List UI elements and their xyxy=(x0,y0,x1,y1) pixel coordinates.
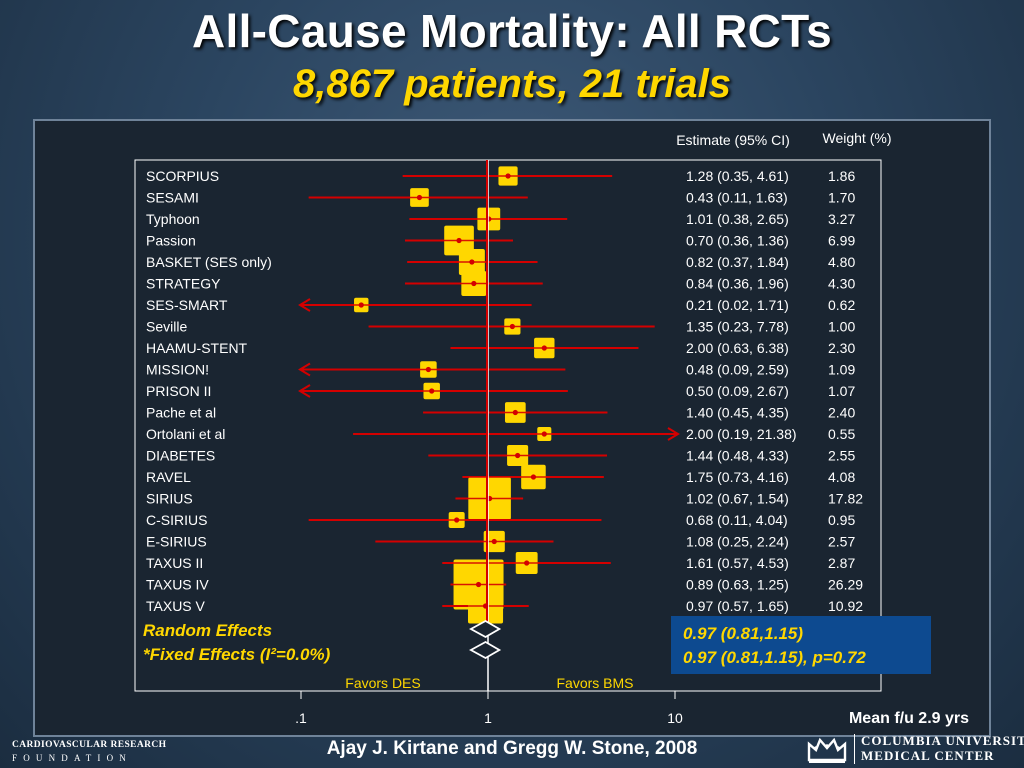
study-estimate: 1.61 (0.57, 4.53) xyxy=(686,555,789,571)
study-name: SCORPIUS xyxy=(146,168,219,184)
favors-des-label: Favors DES xyxy=(345,675,420,691)
study-name: DIABETES xyxy=(146,448,215,464)
study-name: BASKET (SES only) xyxy=(146,254,272,270)
study-name: C-SIRIUS xyxy=(146,512,207,528)
slide-title: All-Cause Mortality: All RCTs xyxy=(192,5,832,57)
study-weight: 1.09 xyxy=(828,362,855,378)
study-name: HAAMU-STENT xyxy=(146,340,248,356)
fixed-effects-label: *Fixed Effects (I²=0.0%) xyxy=(143,645,331,664)
crf-logo: CARDIOVASCULAR RESEARCH FOUNDATION xyxy=(12,740,166,763)
study-estimate: 0.50 (0.09, 2.67) xyxy=(686,383,789,399)
study-estimate: 0.89 (0.63, 1.25) xyxy=(686,577,789,593)
study-weight: 1.00 xyxy=(828,319,855,335)
study-estimate: 1.08 (0.25, 2.24) xyxy=(686,534,789,550)
slide-subtitle: 8,867 patients, 21 trials xyxy=(292,62,731,106)
study-weight: 3.27 xyxy=(828,211,855,227)
study-marks xyxy=(298,166,680,624)
pooled-diamond xyxy=(469,619,502,639)
study-weight: 2.57 xyxy=(828,534,855,550)
study-name: Typhoon xyxy=(146,211,200,227)
study-estimate: 1.01 (0.38, 2.65) xyxy=(686,211,789,227)
study-estimate: 2.00 (0.19, 21.38) xyxy=(686,426,797,442)
study-weight: 4.30 xyxy=(828,276,855,292)
study-weight: 4.08 xyxy=(828,469,855,485)
plot-frame xyxy=(134,159,882,692)
crown-icon xyxy=(807,737,847,763)
study-name: Ortolani et al xyxy=(146,426,225,442)
x-tick-label: .1 xyxy=(295,710,307,726)
study-weight: 1.07 xyxy=(828,383,855,399)
study-weight: 0.62 xyxy=(828,297,855,313)
study-estimate: 0.43 (0.11, 1.63) xyxy=(686,190,788,206)
study-estimate: 1.44 (0.48, 4.33) xyxy=(686,448,789,464)
x-tick-label: 1 xyxy=(484,710,492,726)
study-weight: 2.40 xyxy=(828,405,855,421)
study-rows: SCORPIUS 1.28 (0.35, 4.61) 1.86 SESAMI 0.43 … xyxy=(146,168,863,614)
study-estimate: 1.75 (0.73, 4.16) xyxy=(686,469,789,485)
study-weight: 0.55 xyxy=(828,426,855,442)
study-estimate: 0.82 (0.37, 1.84) xyxy=(686,254,789,270)
study-weight: 2.55 xyxy=(828,448,855,464)
study-name: Passion xyxy=(146,233,196,249)
study-estimate: 0.97 (0.57, 1.65) xyxy=(686,598,789,614)
study-weight: 0.95 xyxy=(828,512,855,528)
random-effects-label: Random Effects xyxy=(143,621,272,640)
x-axis: .1 1 10 xyxy=(295,691,683,726)
estimate-column-header: Estimate (95% CI) xyxy=(676,132,790,148)
study-weight: 6.99 xyxy=(828,233,855,249)
study-name: TAXUS IV xyxy=(146,577,209,593)
study-estimate: 0.84 (0.36, 1.96) xyxy=(686,276,789,292)
random-effects-value: 0.97 (0.81,1.15) xyxy=(683,624,803,643)
study-estimate: 1.02 (0.67, 1.54) xyxy=(686,491,789,507)
study-name: Pache et al xyxy=(146,405,216,421)
study-name: RAVEL xyxy=(146,469,191,485)
pooled-diamonds xyxy=(469,619,502,660)
study-estimate: 0.48 (0.09, 2.59) xyxy=(686,362,789,378)
study-weight: 10.92 xyxy=(828,598,863,614)
study-name: MISSION! xyxy=(146,362,209,378)
study-name: TAXUS II xyxy=(146,555,203,571)
study-estimate: 2.00 (0.63, 6.38) xyxy=(686,340,789,356)
study-estimate: 1.35 (0.23, 7.78) xyxy=(686,319,789,335)
study-name: SES-SMART xyxy=(146,297,228,313)
study-name: SIRIUS xyxy=(146,491,193,507)
study-estimate: 0.21 (0.02, 1.71) xyxy=(686,297,789,313)
study-name: SESAMI xyxy=(146,190,199,206)
study-estimate: 0.68 (0.11, 4.04) xyxy=(686,512,788,528)
weight-column-header: Weight (%) xyxy=(823,130,892,146)
study-estimate: 0.70 (0.36, 1.36) xyxy=(686,233,789,249)
pooled-diamond xyxy=(469,640,502,660)
study-weight: 26.29 xyxy=(828,577,863,593)
study-weight: 4.80 xyxy=(828,254,855,270)
author-credit: Ajay J. Kirtane and Gregg W. Stone, 2008 xyxy=(326,738,698,759)
columbia-line1: COLUMBIA UNIVERSITY xyxy=(861,733,1024,748)
logo-divider xyxy=(854,734,855,764)
columbia-line2: MEDICAL CENTER xyxy=(861,748,995,763)
study-estimate: 1.40 (0.45, 4.35) xyxy=(686,405,789,421)
study-weight: 1.70 xyxy=(828,190,855,206)
study-estimate: 1.28 (0.35, 4.61) xyxy=(686,168,789,184)
pooled-result-box xyxy=(671,616,931,674)
x-tick-label: 10 xyxy=(667,710,683,726)
study-name: E-SIRIUS xyxy=(146,534,207,550)
crf-logo-line2: FOUNDATION xyxy=(12,753,132,763)
favors-bms-label: Favors BMS xyxy=(556,675,633,691)
study-weight: 1.86 xyxy=(828,168,855,184)
crf-logo-line1: CARDIOVASCULAR RESEARCH xyxy=(12,740,167,750)
followup-label: Mean f/u 2.9 yrs xyxy=(849,710,969,727)
study-weight: 17.82 xyxy=(828,491,863,507)
study-name: PRISON II xyxy=(146,383,211,399)
study-weight: 2.87 xyxy=(828,555,855,571)
study-name: TAXUS V xyxy=(146,598,206,614)
study-name: STRATEGY xyxy=(146,276,221,292)
study-weight: 2.30 xyxy=(828,340,855,356)
study-name: Seville xyxy=(146,319,187,335)
fixed-effects-value: 0.97 (0.81,1.15), p=0.72 xyxy=(683,648,866,667)
